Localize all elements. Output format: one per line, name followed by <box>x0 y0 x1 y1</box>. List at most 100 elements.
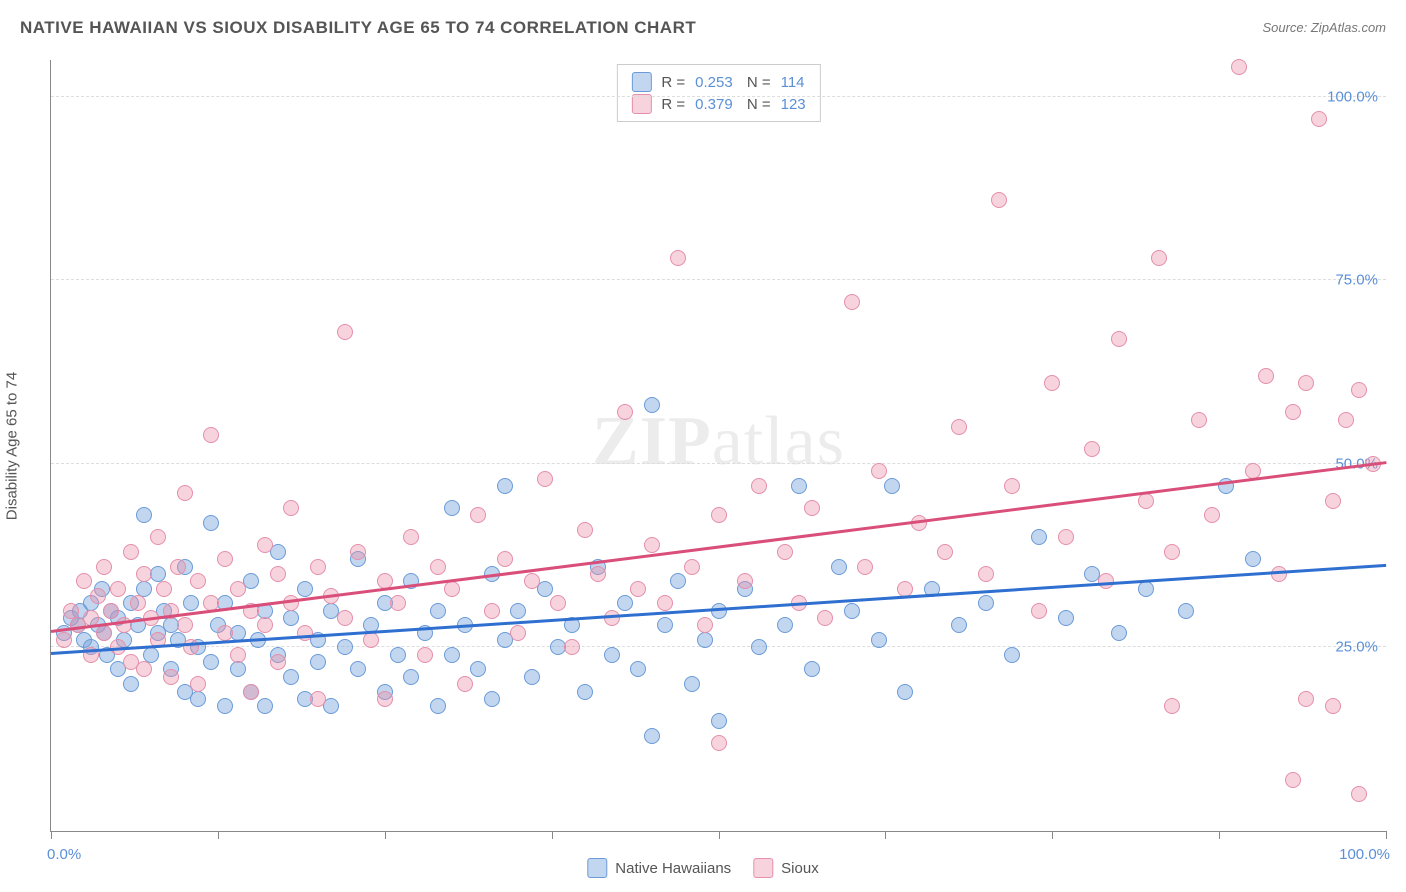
data-point <box>257 698 273 714</box>
data-point <box>1004 478 1020 494</box>
data-point <box>110 581 126 597</box>
data-point <box>804 500 820 516</box>
data-point <box>1111 625 1127 641</box>
data-point <box>76 573 92 589</box>
bottom-legend: Native Hawaiians Sioux <box>587 858 818 878</box>
data-point <box>163 669 179 685</box>
data-point <box>697 632 713 648</box>
x-tick <box>885 831 886 839</box>
data-point <box>470 661 486 677</box>
data-point <box>978 566 994 582</box>
data-point <box>684 676 700 692</box>
data-point <box>363 632 379 648</box>
data-point <box>270 566 286 582</box>
data-point <box>130 595 146 611</box>
data-point <box>96 625 112 641</box>
data-point <box>497 551 513 567</box>
data-point <box>403 529 419 545</box>
data-point <box>577 684 593 700</box>
data-point <box>390 595 406 611</box>
data-point <box>337 610 353 626</box>
data-point <box>217 698 233 714</box>
data-point <box>156 581 172 597</box>
data-point <box>283 610 299 626</box>
data-point <box>510 603 526 619</box>
data-point <box>1338 412 1354 428</box>
data-point <box>657 617 673 633</box>
data-point <box>257 617 273 633</box>
data-point <box>403 669 419 685</box>
data-point <box>444 647 460 663</box>
data-point <box>777 617 793 633</box>
data-point <box>844 294 860 310</box>
source-attribution: Source: ZipAtlas.com <box>1262 20 1386 35</box>
data-point <box>123 676 139 692</box>
data-point <box>524 573 540 589</box>
data-point <box>751 639 767 655</box>
x-tick <box>385 831 386 839</box>
data-point <box>817 610 833 626</box>
data-point <box>1058 610 1074 626</box>
data-point <box>604 647 620 663</box>
data-point <box>1111 331 1127 347</box>
data-point <box>590 566 606 582</box>
data-point <box>630 661 646 677</box>
data-point <box>203 654 219 670</box>
x-tick <box>1219 831 1220 839</box>
data-point <box>203 515 219 531</box>
data-point <box>350 661 366 677</box>
data-point <box>283 500 299 516</box>
data-point <box>457 676 473 692</box>
data-point <box>791 478 807 494</box>
data-point <box>884 478 900 494</box>
data-point <box>550 595 566 611</box>
data-point <box>1138 493 1154 509</box>
chart-title: NATIVE HAWAIIAN VS SIOUX DISABILITY AGE … <box>20 18 696 37</box>
data-point <box>230 581 246 597</box>
data-point <box>136 507 152 523</box>
data-point <box>978 595 994 611</box>
data-point <box>1285 772 1301 788</box>
data-point <box>1178 603 1194 619</box>
data-point <box>857 559 873 575</box>
data-point <box>1044 375 1060 391</box>
legend-swatch-1 <box>587 858 607 878</box>
data-point <box>190 676 206 692</box>
data-point <box>617 404 633 420</box>
data-point <box>183 595 199 611</box>
scatter-chart: ZIPatlas R = 0.253 N = 114 R = 0.379 N =… <box>50 60 1386 832</box>
data-point <box>217 551 233 567</box>
data-point <box>136 566 152 582</box>
data-point <box>90 588 106 604</box>
data-point <box>831 559 847 575</box>
data-point <box>430 559 446 575</box>
data-point <box>617 595 633 611</box>
data-point <box>484 691 500 707</box>
data-point <box>1031 529 1047 545</box>
data-point <box>737 573 753 589</box>
legend-swatch-2 <box>753 858 773 878</box>
data-point <box>897 684 913 700</box>
data-point <box>577 522 593 538</box>
data-point <box>136 581 152 597</box>
data-point <box>1325 698 1341 714</box>
data-point <box>170 559 186 575</box>
x-tick-label: 100.0% <box>1339 846 1390 863</box>
data-point <box>444 581 460 597</box>
data-point <box>711 507 727 523</box>
data-point <box>337 324 353 340</box>
data-point <box>844 603 860 619</box>
data-point <box>377 691 393 707</box>
data-point <box>684 559 700 575</box>
data-point <box>390 647 406 663</box>
x-tick <box>218 831 219 839</box>
data-point <box>310 691 326 707</box>
x-tick <box>51 831 52 839</box>
data-point <box>63 603 79 619</box>
data-point <box>1058 529 1074 545</box>
x-tick <box>1386 831 1387 839</box>
data-point <box>1031 603 1047 619</box>
data-point <box>1285 404 1301 420</box>
data-point <box>697 617 713 633</box>
data-point <box>804 661 820 677</box>
